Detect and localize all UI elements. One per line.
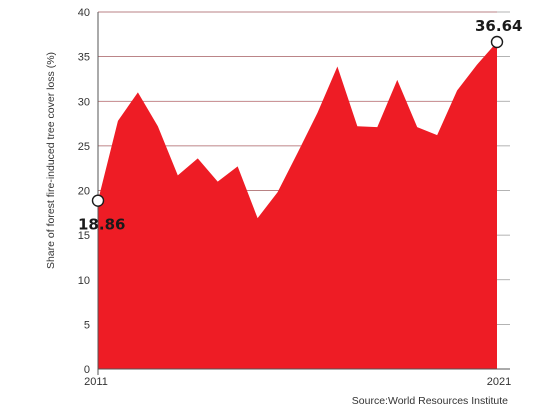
y-tick-label: 5: [84, 319, 90, 331]
area-series: [98, 41, 497, 369]
y-tick-label: 30: [78, 96, 90, 108]
y-tick-label: 35: [78, 52, 90, 64]
y-tick-label: 10: [78, 275, 90, 287]
tick-labels: 0 5 10 15 20 25 30 35 40 2011 2021: [78, 7, 511, 388]
y-tick-label: 0: [84, 364, 90, 376]
marker-point: [91, 194, 105, 207]
y-tick-label: 20: [78, 186, 90, 198]
value-label: 36.64: [475, 17, 522, 35]
y-axis-title: Share of forest fire-induced tree cover …: [45, 52, 57, 269]
source-note: Source:World Resources Institute: [352, 395, 508, 407]
y-tick-label: 40: [78, 7, 90, 19]
y-tick-label: 15: [78, 230, 90, 242]
axes: [97, 12, 510, 375]
area-fill: [98, 41, 497, 369]
x-tick-label-start: 2011: [84, 376, 108, 388]
value-label: 18.86: [78, 216, 125, 234]
x-tick-label-end: 2021: [487, 376, 511, 388]
marker-point: [490, 35, 504, 49]
y-tick-label: 25: [78, 141, 90, 153]
value-markers: 18.86 36.64: [78, 17, 522, 234]
